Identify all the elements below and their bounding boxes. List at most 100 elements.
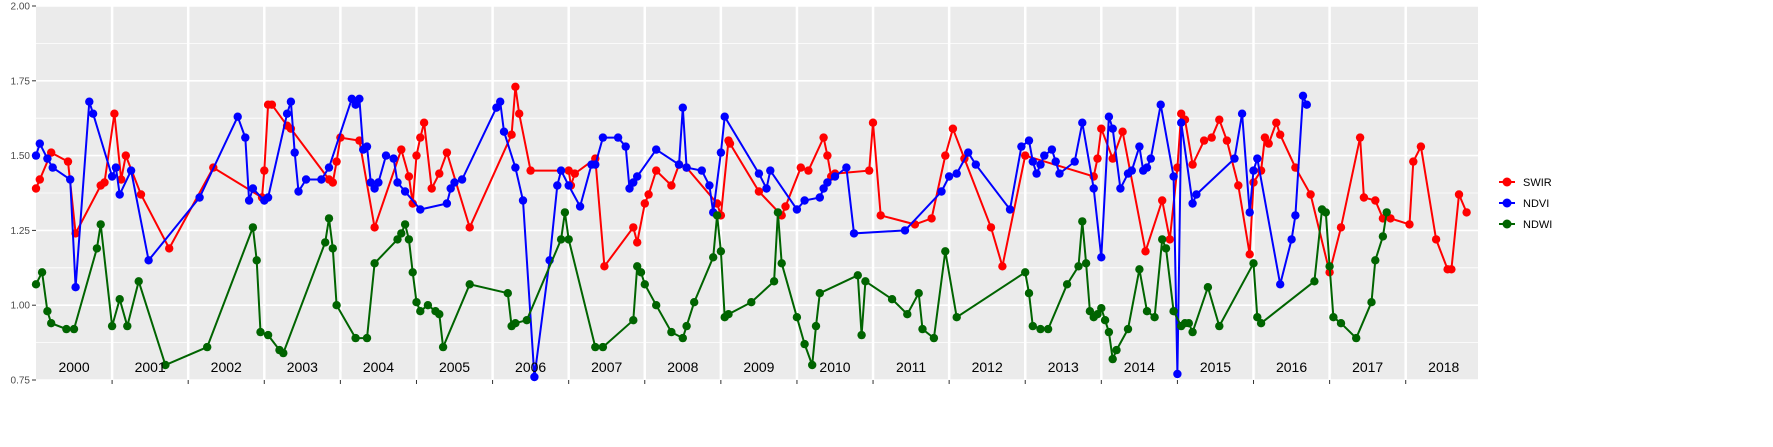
data-point-ndwi <box>1256 319 1266 328</box>
data-point-ndwi <box>1078 217 1087 226</box>
data-point-ndvi <box>263 193 273 202</box>
data-point-ndwi <box>1188 327 1197 337</box>
data-point-ndwi <box>811 321 821 331</box>
data-point-ndwi <box>918 324 927 334</box>
data-point-ndvi <box>553 181 562 190</box>
data-point-ndvi <box>416 205 425 214</box>
data-point-swir <box>804 166 813 175</box>
data-point-swir <box>100 178 109 187</box>
data-point-ndvi <box>1127 166 1137 175</box>
data-point-ndwi <box>914 289 923 298</box>
y-tick-label: 1.00 <box>11 301 31 312</box>
data-point-ndvi <box>697 166 706 175</box>
data-point-ndwi <box>747 298 756 307</box>
data-point-swir <box>1234 181 1243 190</box>
data-point-ndvi <box>1047 145 1057 154</box>
data-point-ndvi <box>43 154 52 163</box>
data-point-ndvi <box>1287 235 1296 244</box>
data-point-ndvi <box>705 181 714 190</box>
data-point-ndwi <box>1184 319 1194 328</box>
year-label: 2006 <box>515 359 546 375</box>
data-point-ndvi <box>400 187 410 196</box>
data-point-swir <box>1264 139 1273 148</box>
year-label: 2016 <box>1276 359 1307 375</box>
data-point-ndvi <box>355 94 364 104</box>
data-point-ndvi <box>282 109 292 118</box>
data-point-ndvi <box>1156 100 1165 109</box>
data-point-ndvi <box>1070 157 1079 166</box>
data-point-ndwi <box>412 298 421 307</box>
data-point-swir <box>1462 208 1471 217</box>
data-point-ndwi <box>92 244 102 253</box>
year-labels: 2000 2001 2002 2003 2004 2005 2006 2007 2008 2009… <box>58 359 1459 375</box>
data-point-ndwi <box>397 229 406 238</box>
data-point-swir <box>63 157 73 166</box>
data-point-ndvi <box>633 172 642 181</box>
data-point-ndvi <box>233 112 242 121</box>
data-point-ndvi <box>1078 118 1087 127</box>
data-point-ndwi <box>1036 324 1045 334</box>
data-point-ndwi <box>1325 262 1334 271</box>
data-point-ndwi <box>1215 321 1224 331</box>
legend: SWIR NDVI NDWI <box>1499 177 1552 231</box>
data-point-ndvi <box>492 103 501 112</box>
data-point-ndwi <box>1367 298 1376 307</box>
data-point-ndwi <box>1135 265 1144 274</box>
legend-label-swir: SWIR <box>1523 177 1552 189</box>
data-point-swir <box>725 139 735 148</box>
data-point-ndvi <box>530 372 539 382</box>
x-axis <box>111 380 1407 384</box>
year-label: 2015 <box>1200 359 1231 375</box>
data-point-swir <box>1222 136 1232 145</box>
legend-label-ndvi: NDVI <box>1523 198 1549 210</box>
data-point-ndwi <box>777 259 786 268</box>
data-point-ndvi <box>1108 124 1117 133</box>
data-point-ndwi <box>773 208 783 217</box>
data-point-swir <box>442 148 452 157</box>
data-point-ndvi <box>450 178 459 187</box>
data-point-ndvi <box>195 193 204 202</box>
data-point-ndvi <box>971 160 980 169</box>
data-point-ndvi <box>1142 163 1152 172</box>
data-point-ndvi <box>35 139 44 148</box>
data-point-ndwi <box>47 319 56 328</box>
data-point-ndwi <box>400 220 410 229</box>
data-point-swir <box>1386 214 1395 223</box>
data-point-ndvi <box>1177 118 1186 127</box>
year-label: 2000 <box>58 359 89 375</box>
data-point-ndwi <box>682 321 691 331</box>
data-point-ndwi <box>1104 327 1114 337</box>
year-label: 2013 <box>1048 359 1079 375</box>
data-point-ndvi <box>71 283 80 292</box>
data-point-ndvi <box>1055 169 1064 178</box>
data-point-ndwi <box>903 310 912 319</box>
data-point-ndwi <box>1352 333 1361 343</box>
data-point-ndvi <box>511 163 520 172</box>
data-point-ndwi <box>1371 256 1380 265</box>
data-point-swir <box>1093 154 1102 163</box>
data-point-ndvi <box>792 205 802 214</box>
data-point-ndwi <box>43 307 52 316</box>
data-point-ndvi <box>244 196 254 205</box>
data-point-swir <box>1020 151 1030 160</box>
data-point-swir <box>404 172 414 181</box>
data-point-ndwi <box>37 268 47 277</box>
data-point-ndvi <box>48 163 57 172</box>
data-point-ndwi <box>279 348 288 358</box>
data-point-ndwi <box>633 262 642 271</box>
data-point-swir <box>1306 190 1315 199</box>
data-point-ndvi <box>241 133 250 142</box>
data-point-ndvi <box>381 151 391 160</box>
data-point-swir <box>35 175 44 184</box>
data-point-swir <box>260 166 269 175</box>
data-point-swir <box>998 262 1007 271</box>
data-point-swir <box>408 199 417 208</box>
data-point-swir <box>121 151 130 160</box>
year-label: 2011 <box>896 359 926 375</box>
data-point-ndwi <box>1336 319 1346 328</box>
data-point-ndwi <box>1123 324 1133 334</box>
data-point-ndwi <box>1150 313 1159 322</box>
data-point-ndvi <box>1005 205 1015 214</box>
data-point-swir <box>1141 247 1150 256</box>
data-point-ndvi <box>1245 208 1254 217</box>
